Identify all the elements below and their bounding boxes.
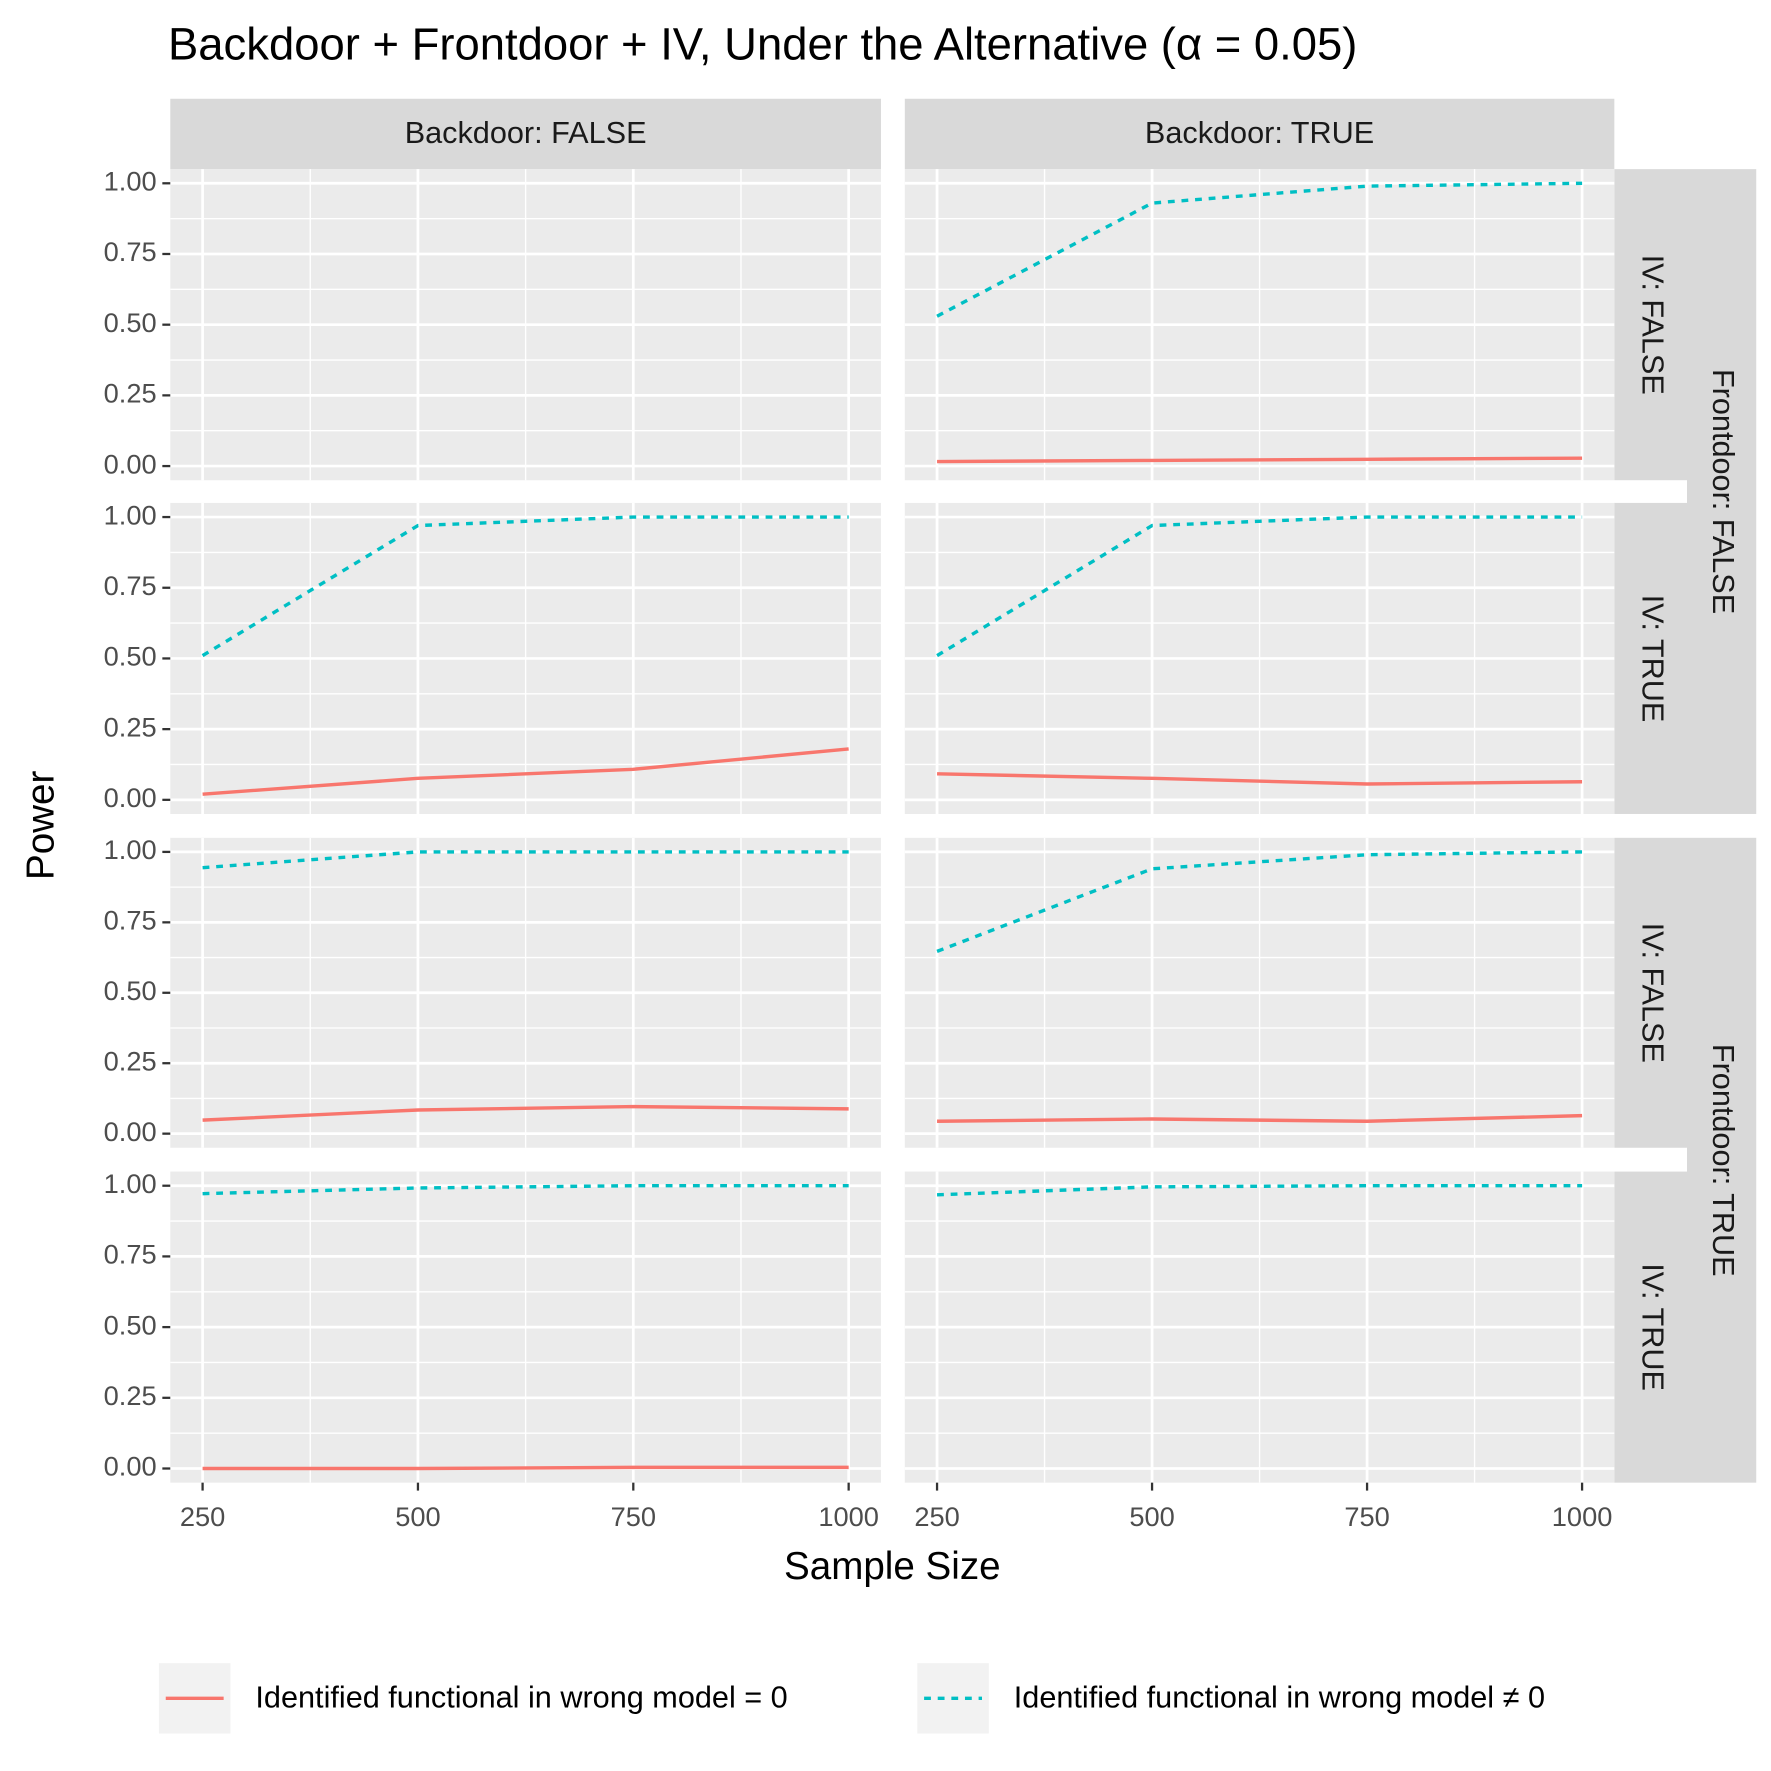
- strip: [904, 98, 1615, 170]
- y-tick-label: 0.75: [104, 1239, 157, 1270]
- line-series: [937, 1113, 1583, 1123]
- strip-label: IV: FALSE: [1636, 923, 1670, 1063]
- x-tick-label: 250: [914, 1501, 959, 1532]
- strip: [1686, 837, 1757, 1483]
- x-tick-label: 500: [395, 1501, 440, 1532]
- strip-label: Frontdoor: TRUE: [1706, 1044, 1740, 1277]
- y-tick-label: 1.00: [104, 834, 157, 865]
- y-axis-label: Power: [19, 771, 62, 881]
- line-series: [937, 772, 1583, 786]
- y-tick-label: 0.50: [104, 641, 157, 672]
- y-tick-label: 1.00: [104, 1168, 157, 1199]
- y-tick-label: 0.25: [104, 711, 157, 742]
- y-tick-label: 0.50: [104, 307, 157, 338]
- strip: [1686, 169, 1757, 814]
- x-tick-label: 1000: [818, 1501, 879, 1532]
- y-tick-label: 0.50: [104, 1309, 157, 1340]
- y-tick-label: 1.00: [104, 165, 157, 196]
- line-series: [202, 747, 849, 796]
- line-series: [202, 1465, 849, 1471]
- strip-label: IV: FALSE: [1636, 255, 1670, 395]
- y-tick-label: 0.25: [104, 1380, 157, 1411]
- strip-label: Frontdoor: FALSE: [1706, 369, 1740, 614]
- x-tick-label: 750: [611, 1501, 656, 1532]
- y-tick-label: 1.00: [104, 499, 157, 530]
- strip: [170, 98, 881, 170]
- strip-label: Backdoor: FALSE: [405, 116, 647, 150]
- y-tick-label: 0.25: [104, 378, 157, 409]
- strip-label: Backdoor: TRUE: [1145, 116, 1374, 150]
- chart-title: Backdoor + Frontdoor + IV, Under the Alt…: [168, 19, 1357, 70]
- y-tick-label: 0.00: [104, 1116, 157, 1147]
- strip: [1614, 502, 1687, 814]
- strip-label: IV: TRUE: [1636, 595, 1670, 723]
- y-tick-label: 0.75: [104, 236, 157, 267]
- x-tick-label: 750: [1344, 1501, 1389, 1532]
- x-tick-label: 250: [180, 1501, 225, 1532]
- y-tick-label: 0.25: [104, 1045, 157, 1076]
- y-tick-label: 0.00: [104, 782, 157, 813]
- line-series: [936, 850, 1583, 953]
- y-tick-label: 0.00: [104, 1451, 157, 1482]
- strip: [1614, 837, 1687, 1148]
- x-tick-label: 500: [1129, 1501, 1174, 1532]
- x-axis-label: Sample Size: [784, 1545, 1001, 1588]
- y-tick-label: 0.75: [104, 905, 157, 936]
- line-series: [936, 515, 1583, 658]
- x-tick-label: 1000: [1552, 1501, 1613, 1532]
- y-tick-label: 0.00: [104, 448, 157, 479]
- legend-label: Identified functional in wrong model ≠ 0: [1014, 1681, 1545, 1715]
- line-series: [201, 515, 849, 658]
- strip: [1614, 169, 1687, 481]
- line-series: [937, 456, 1583, 464]
- line-series: [202, 1104, 849, 1122]
- legend-label: Identified functional in wrong model = 0: [255, 1681, 787, 1715]
- y-tick-label: 0.50: [104, 975, 157, 1006]
- strip-label: IV: TRUE: [1636, 1263, 1670, 1391]
- strip: [1614, 1171, 1687, 1483]
- y-tick-label: 0.75: [104, 570, 157, 601]
- line-series: [936, 1184, 1583, 1197]
